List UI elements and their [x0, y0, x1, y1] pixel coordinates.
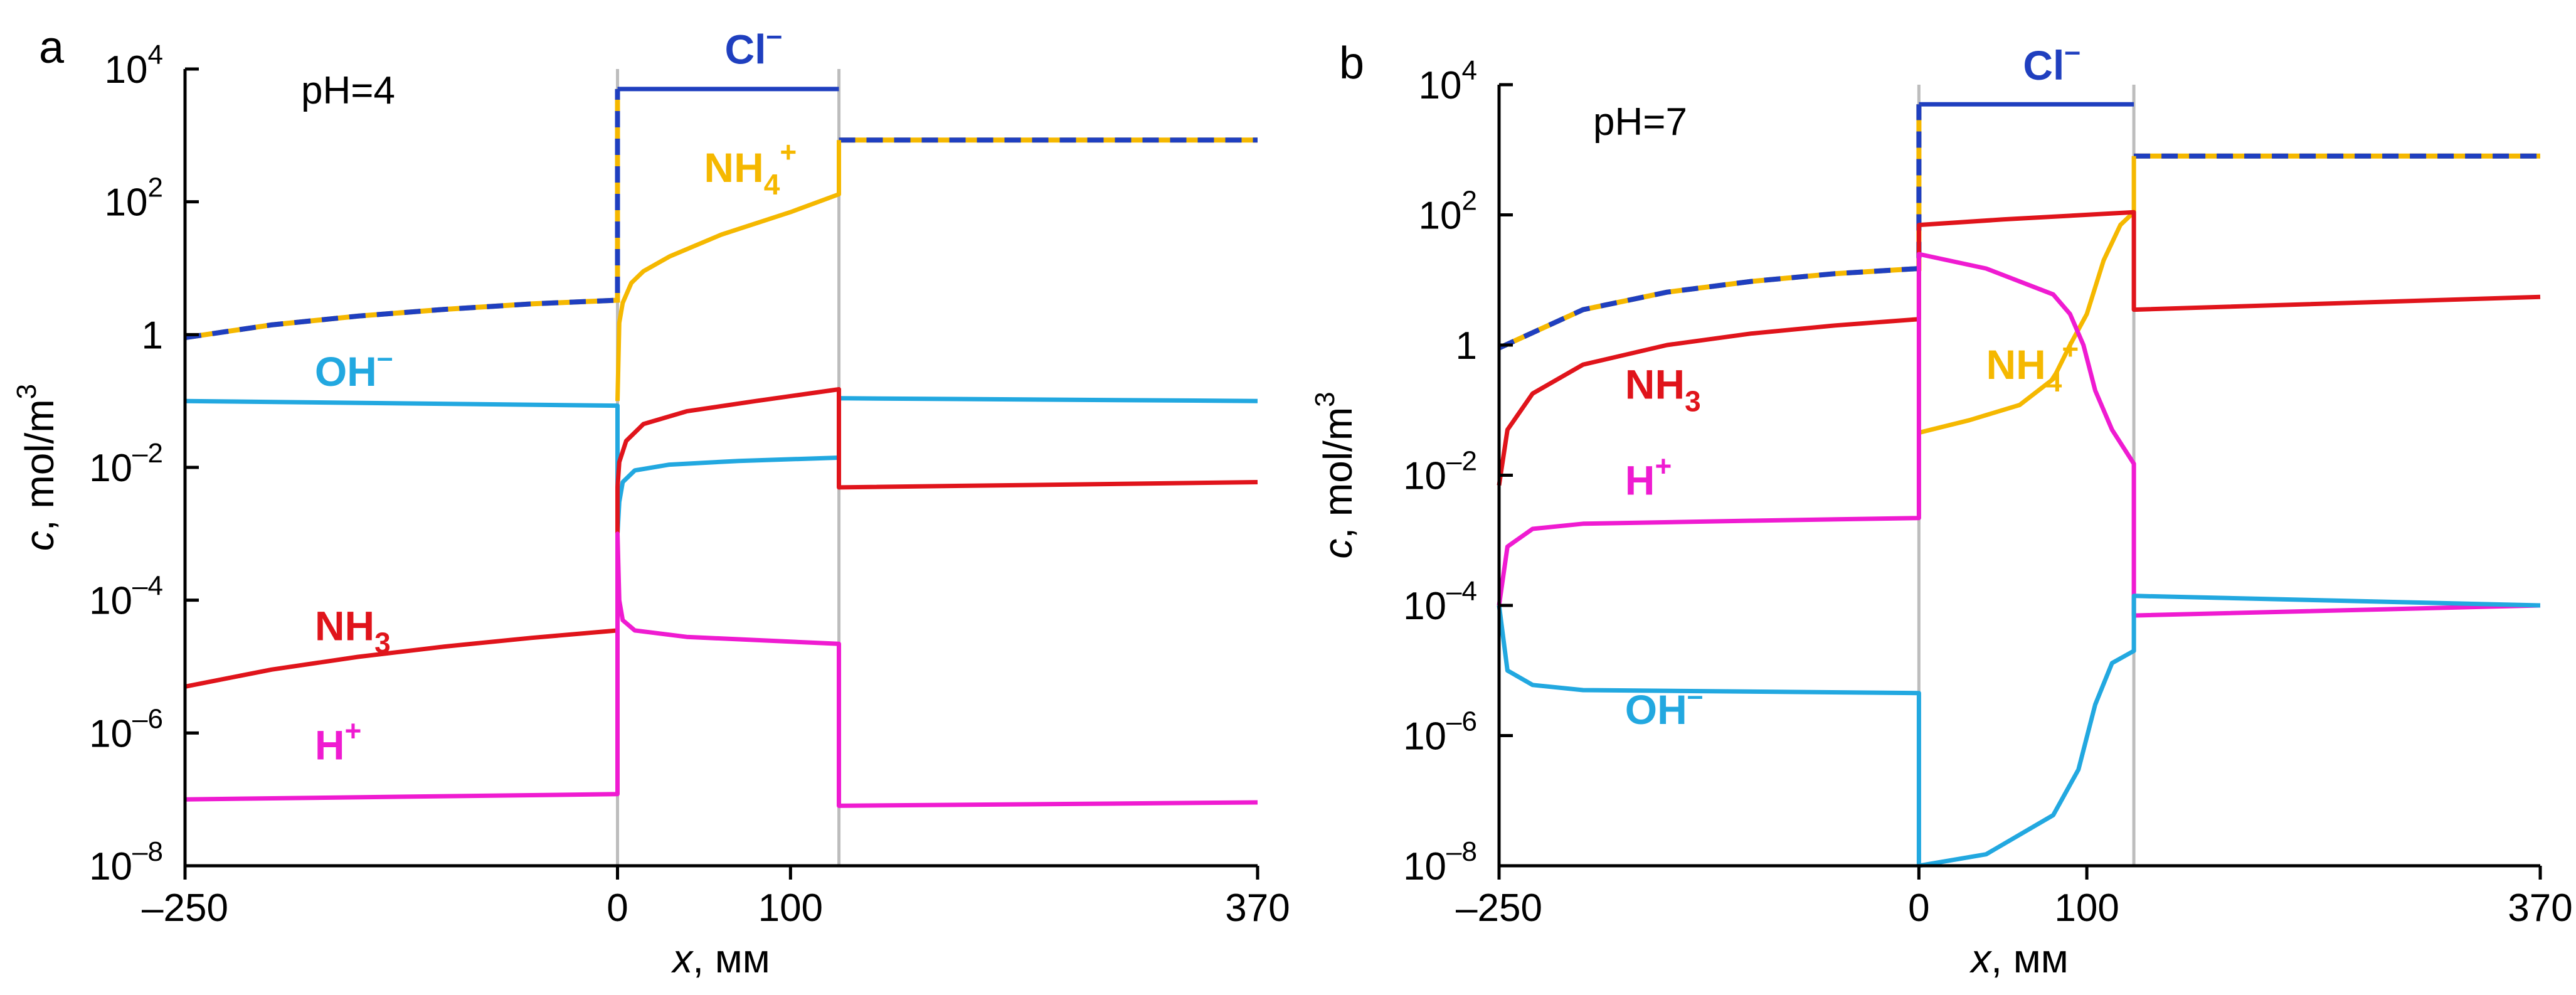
ph-annotation: pH=7 — [1593, 100, 1687, 144]
x-tick-label: 100 — [2054, 886, 2119, 930]
x-tick-label: 0 — [1908, 886, 1929, 930]
series-line-h — [1497, 252, 2541, 618]
chart-panel-b: 10–8 10–6 10–4 10–2 1 102 104 –250 0 100 370 x, мм c… — [1310, 35, 2573, 981]
x-axis-label: x, мм — [1969, 936, 2069, 981]
y-tick-label: 10–8 — [89, 836, 163, 888]
x-tick-label: 370 — [2508, 886, 2572, 930]
series-line-nh4-underlay — [1498, 104, 1922, 351]
series-line-h — [184, 531, 1258, 808]
series-line-cl-dashed — [184, 88, 620, 341]
series-line-nh3 — [184, 387, 1258, 689]
x-tick-label: 100 — [758, 886, 823, 930]
y-tick-label: 10–2 — [1403, 446, 1477, 498]
y-tick-label: 1 — [142, 314, 163, 357]
y-tick-label: 104 — [1419, 55, 1477, 107]
y-tick-label: 10–4 — [1403, 576, 1477, 628]
series-line-nh4-underlay — [184, 88, 620, 341]
y-tick-label: 102 — [1419, 186, 1477, 238]
y-axis-label: c, mol/m3 — [1310, 391, 1360, 558]
y-tick-label: 10–2 — [89, 438, 163, 490]
y-axis-label: c, mol/m3 — [11, 384, 62, 551]
species-label-nh4: NH4+ — [1986, 333, 2079, 398]
species-label-nh3: NH3 — [315, 602, 391, 659]
x-tick-label: –250 — [1456, 886, 1542, 930]
x-axis-label: x, мм — [671, 936, 770, 981]
species-label-oh: OH– — [315, 341, 393, 395]
series-line-cl-dashed — [1498, 104, 1922, 351]
species-label-nh3: NH3 — [1625, 361, 1701, 417]
species-label-h: H+ — [315, 714, 362, 768]
series-line-nh3 — [1497, 210, 2541, 486]
y-tick-label: 104 — [105, 40, 163, 92]
y-tick-label: 102 — [105, 173, 163, 225]
species-label-cl: Cl– — [2023, 35, 2080, 88]
series-line-oh — [184, 396, 1258, 536]
species-label-h: H+ — [1625, 450, 1672, 504]
x-tick-label: 0 — [607, 886, 628, 930]
y-tick-label: 10–4 — [89, 571, 163, 623]
x-tick-label: 370 — [1225, 886, 1290, 930]
ph-annotation: pH=4 — [301, 69, 395, 112]
y-tick-label: 10–6 — [1403, 706, 1477, 758]
species-label-nh4: NH4+ — [704, 136, 797, 201]
panel-label: a — [39, 23, 65, 73]
panel-label: b — [1339, 38, 1364, 88]
species-label-cl: Cl– — [725, 19, 783, 73]
series-line-nh4 — [615, 140, 841, 402]
y-tick-label: 1 — [1456, 324, 1477, 368]
series-line-oh — [1497, 593, 2541, 868]
y-tick-label: 10–6 — [89, 703, 163, 755]
y-tick-label: 10–8 — [1403, 836, 1477, 888]
series-line-nh4 — [1918, 156, 2136, 435]
species-label-oh: OH– — [1625, 679, 1704, 733]
chart-panel-a: 10–8 10–6 10–4 10–2 1 102 104 –250 0 100 370 x, мм c… — [11, 19, 1290, 981]
x-tick-label: –250 — [142, 886, 228, 930]
